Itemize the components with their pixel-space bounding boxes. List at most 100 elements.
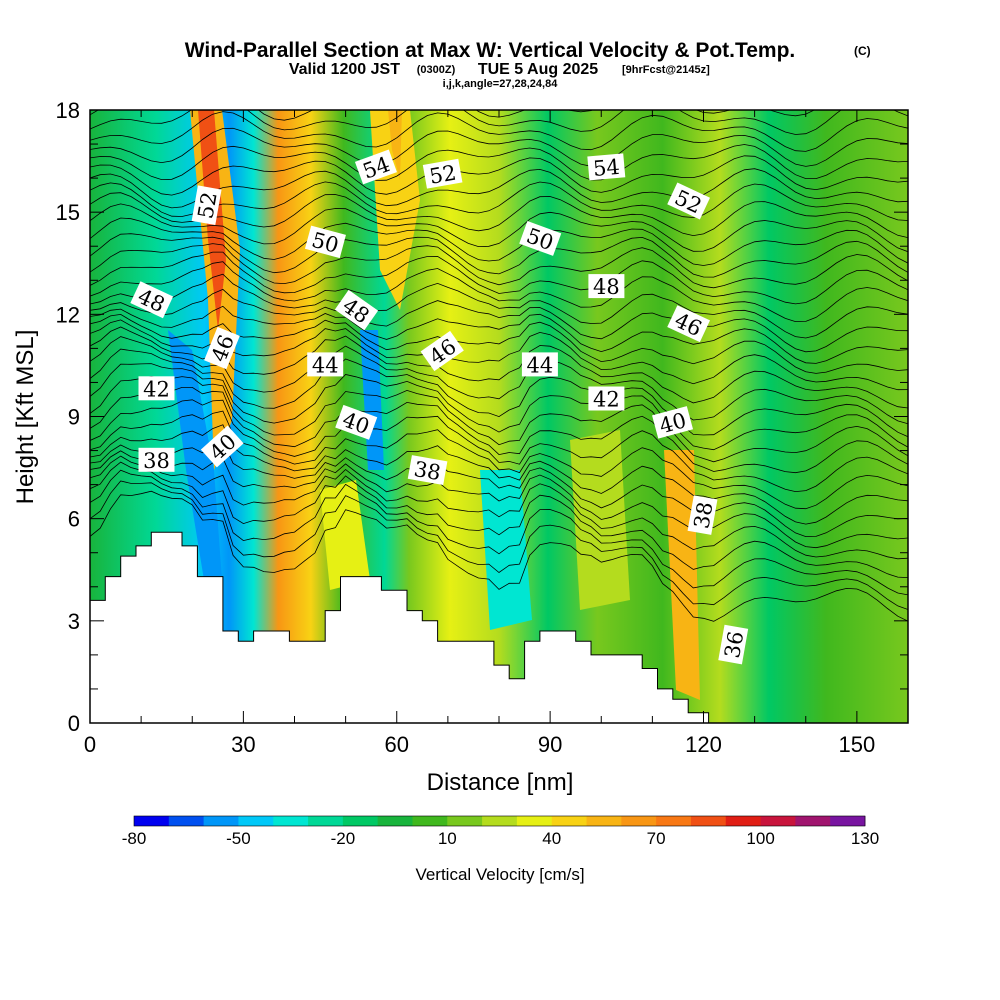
contour-label-text: 42 xyxy=(593,388,620,412)
colorbar-swatch xyxy=(586,816,622,826)
theta-contour-line xyxy=(90,168,908,209)
colorbar-swatch xyxy=(447,816,483,826)
contour-label-box xyxy=(667,182,711,220)
contour-label-box xyxy=(191,185,222,226)
y-tick-label: 0 xyxy=(68,711,80,736)
contour-label: 38 xyxy=(687,495,718,535)
contour-label: 44 xyxy=(521,352,558,377)
contour-label-text: 52 xyxy=(428,161,458,189)
contour-label-text: 52 xyxy=(193,190,221,220)
theta-contour-line xyxy=(90,348,908,438)
theta-contour-line xyxy=(90,111,908,152)
contour-label-box xyxy=(521,352,558,377)
theta-contour-line xyxy=(90,127,908,167)
contour-label: 36 xyxy=(718,624,749,665)
colorbar-swatch xyxy=(482,816,518,826)
contour-label-box xyxy=(718,624,749,665)
x-tick-label: 0 xyxy=(84,732,96,757)
colorbar-swatch xyxy=(273,816,309,826)
contour-label-box xyxy=(130,281,174,319)
contour-label: 52 xyxy=(422,158,463,189)
theta-contour-line xyxy=(90,461,908,578)
colorbar-swatch xyxy=(203,816,239,826)
theta-contour-line xyxy=(90,375,908,463)
subtitle: Valid 1200 JST (0300Z) TUE 5 Aug 2025 [9… xyxy=(289,61,710,78)
terrain-mask xyxy=(89,531,710,724)
contour-label-text: 44 xyxy=(312,353,339,377)
theta-contour-line xyxy=(90,469,908,596)
updraft-core-2-peak xyxy=(388,110,402,180)
colorbar-tick-label: -80 xyxy=(122,829,147,848)
contour-label: 44 xyxy=(307,352,344,377)
contour-label: 50 xyxy=(304,225,346,259)
colorbar-frame xyxy=(133,815,866,827)
theta-contour-line xyxy=(90,261,908,323)
downdraft-low-3 xyxy=(480,470,532,630)
colorbar-swatch xyxy=(308,816,344,826)
theta-contour-line xyxy=(90,203,908,253)
theta-contour-line xyxy=(90,450,908,549)
colorbar-swatch xyxy=(342,816,379,826)
contour-label-box xyxy=(200,425,244,468)
contour-label-box xyxy=(652,406,694,439)
colorbar-swatch xyxy=(656,816,692,826)
y-tick-label: 6 xyxy=(68,507,80,532)
contour-label: 42 xyxy=(588,386,625,412)
contour-label-box xyxy=(307,352,344,377)
colorbar-tick-label: 40 xyxy=(542,829,561,848)
x-tick-label: 60 xyxy=(385,732,409,757)
contour-label-text: 38 xyxy=(689,500,717,530)
contour-label-text: 38 xyxy=(143,449,170,473)
colorbar-tick-label: 130 xyxy=(851,829,879,848)
colorbar-tick-label: 10 xyxy=(438,829,457,848)
colorbar-swatch xyxy=(412,816,448,826)
theta-contour-line xyxy=(90,288,908,353)
colorbar-tick-label: 70 xyxy=(647,829,666,848)
contour-label-box xyxy=(204,326,240,370)
y-tick-label: 3 xyxy=(68,609,80,634)
x-tick-label: 30 xyxy=(231,732,255,757)
colorbar-swatch xyxy=(760,816,796,826)
contour-label: 52 xyxy=(191,185,222,226)
colorbar-swatch xyxy=(621,816,657,826)
downdraft-core-1 xyxy=(168,330,222,580)
contour-label-box xyxy=(138,376,175,401)
contour-label-box xyxy=(667,305,711,343)
theta-contour-line xyxy=(90,251,908,305)
contour-label: 38 xyxy=(407,455,448,485)
y-tick-label: 9 xyxy=(68,405,80,430)
contour-label-text: 38 xyxy=(412,457,442,485)
theta-contour-line xyxy=(90,243,908,289)
colorbar-swatch xyxy=(830,816,866,826)
contour-label-box xyxy=(687,495,718,535)
contour-label-text: 48 xyxy=(593,275,620,299)
contour-label: 54 xyxy=(587,153,626,181)
contour-label-box xyxy=(588,386,625,411)
contour-label-box xyxy=(407,455,448,485)
contour-label-box xyxy=(519,221,562,256)
contour-label-box xyxy=(354,149,397,185)
updraft-low-2 xyxy=(320,480,370,590)
contour-label: 54 xyxy=(354,149,397,185)
title-units: (C) xyxy=(854,44,871,58)
colorbar-swatch xyxy=(725,816,761,826)
contour-label-box xyxy=(138,447,175,472)
colorbar-label: Vertical Velocity [cm/s] xyxy=(415,865,584,884)
contour-label: 42 xyxy=(138,376,175,401)
subtitle-date: TUE 5 Aug 2025 xyxy=(478,61,598,78)
colorbar-swatch xyxy=(238,816,274,826)
contour-label-box xyxy=(587,153,626,181)
colorbar-swatch xyxy=(134,816,170,826)
theta-contour-line xyxy=(90,181,908,221)
contour-label-box xyxy=(422,158,463,189)
theta-contour-line xyxy=(90,217,908,266)
y-axis-label: Height [Kft MSL] xyxy=(12,330,39,505)
subtitle-utc: (0300Z) xyxy=(417,64,456,76)
chart-title: Wind-Parallel Section at Max W: Vertical… xyxy=(185,39,796,62)
theta-contour-line xyxy=(90,233,908,278)
colorbar-swatch xyxy=(516,816,553,826)
theta-contour-line xyxy=(90,480,908,610)
x-tick-label: 120 xyxy=(685,732,722,757)
